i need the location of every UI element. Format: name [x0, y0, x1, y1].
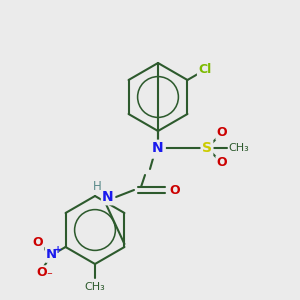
Text: O: O	[217, 127, 227, 140]
Text: S: S	[202, 141, 212, 155]
Text: N: N	[46, 248, 57, 262]
Text: ⁻: ⁻	[46, 271, 52, 281]
Text: O: O	[36, 266, 47, 280]
Text: H: H	[93, 181, 101, 194]
Text: O: O	[217, 157, 227, 169]
Text: N: N	[152, 141, 164, 155]
Text: Cl: Cl	[198, 64, 211, 76]
Text: N: N	[102, 190, 114, 204]
Text: O: O	[32, 236, 43, 250]
Text: +: +	[54, 245, 62, 255]
Text: CH₃: CH₃	[85, 282, 105, 292]
Text: Cl: Cl	[152, 145, 165, 158]
Text: O: O	[170, 184, 180, 196]
Text: CH₃: CH₃	[229, 143, 249, 153]
